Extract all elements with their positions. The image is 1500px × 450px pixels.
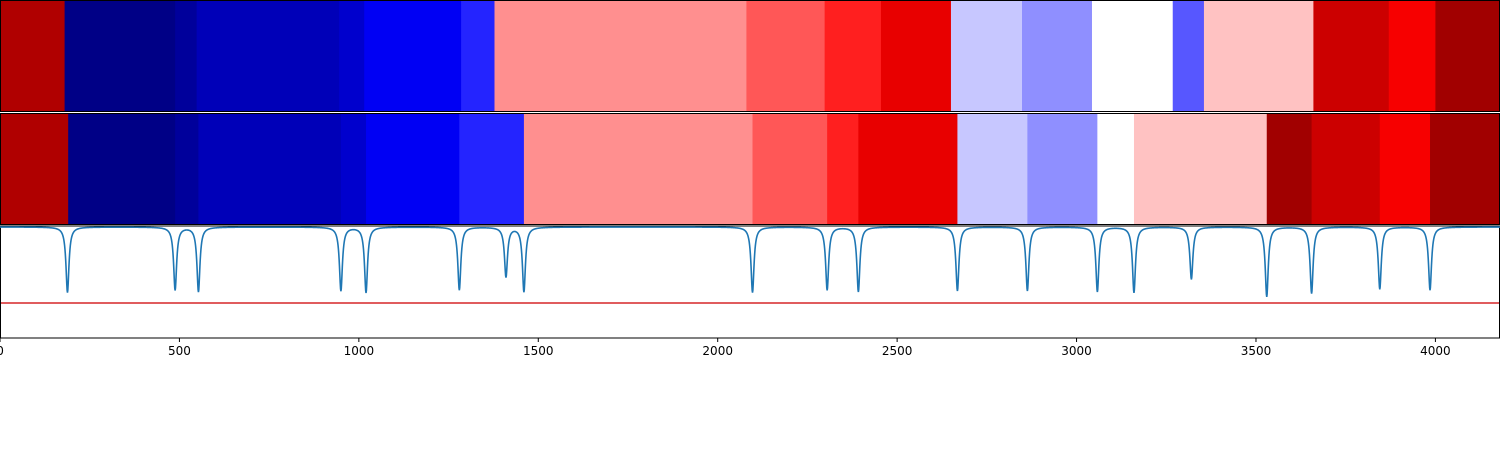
x-axis: 0 500 1000 1500 2000 2500 3000 3500 4000 [0, 338, 1451, 358]
heatmap-cell [523, 113, 754, 225]
heatmap-cell [1097, 113, 1135, 225]
heatmap-cell [957, 113, 1028, 225]
heatmap-cell [746, 0, 826, 112]
heatmap-cell [1313, 0, 1390, 112]
heatmap-cell [1203, 0, 1314, 112]
x-tick-label: 500 [168, 344, 191, 358]
heatmap-cell [364, 0, 462, 112]
x-tick-label: 2500 [882, 344, 913, 358]
heatmap-cell [1266, 113, 1313, 225]
heatmap-cell [494, 0, 748, 112]
heatmap-cell [461, 0, 496, 112]
heatmap-cell [1133, 113, 1268, 225]
heatmap-cell [1430, 113, 1500, 225]
heatmap-cell [827, 113, 859, 225]
series-line [0, 226, 1500, 298]
heatmap-cell [858, 113, 959, 225]
x-tick-label: 3500 [1241, 344, 1272, 358]
heatmap-strip-top [0, 0, 1500, 112]
x-tick-label: 0 [0, 344, 4, 358]
heatmap-cell [340, 113, 367, 225]
heatmap-cell [1091, 0, 1174, 112]
heatmap-cell [0, 0, 66, 112]
heatmap-cell [1435, 0, 1500, 112]
x-tick-label: 2000 [702, 344, 733, 358]
heatmap-cell [950, 0, 1023, 112]
heatmap-cell [1172, 0, 1205, 112]
x-tick-label: 1000 [344, 344, 375, 358]
heatmap-cell [824, 0, 882, 112]
heatmap-cell [0, 113, 69, 225]
heatmap-cell [68, 113, 176, 225]
x-tick-label: 3000 [1061, 344, 1092, 358]
heatmap-cell [366, 113, 460, 225]
heatmap-cell [339, 0, 365, 112]
heatmap-cell [1311, 113, 1381, 225]
heatmap-cell [175, 113, 200, 225]
heatmap-cell [1022, 0, 1093, 112]
heatmap-cell [196, 0, 340, 112]
heatmap-cell [175, 0, 198, 112]
heatmap-cell [1379, 113, 1431, 225]
heatmap-cell [64, 0, 176, 112]
heatmap-strip-bottom [0, 113, 1500, 225]
heatmap-cell [198, 113, 342, 225]
line-panel [0, 225, 1500, 339]
heatmap-cell [1027, 113, 1098, 225]
heatmap-cell [752, 113, 828, 225]
heatmap-cell [459, 113, 525, 225]
x-tick-label: 1500 [523, 344, 554, 358]
heatmap-cell [1388, 0, 1437, 112]
heatmap-cell [880, 0, 952, 112]
x-tick-label: 4000 [1420, 344, 1451, 358]
